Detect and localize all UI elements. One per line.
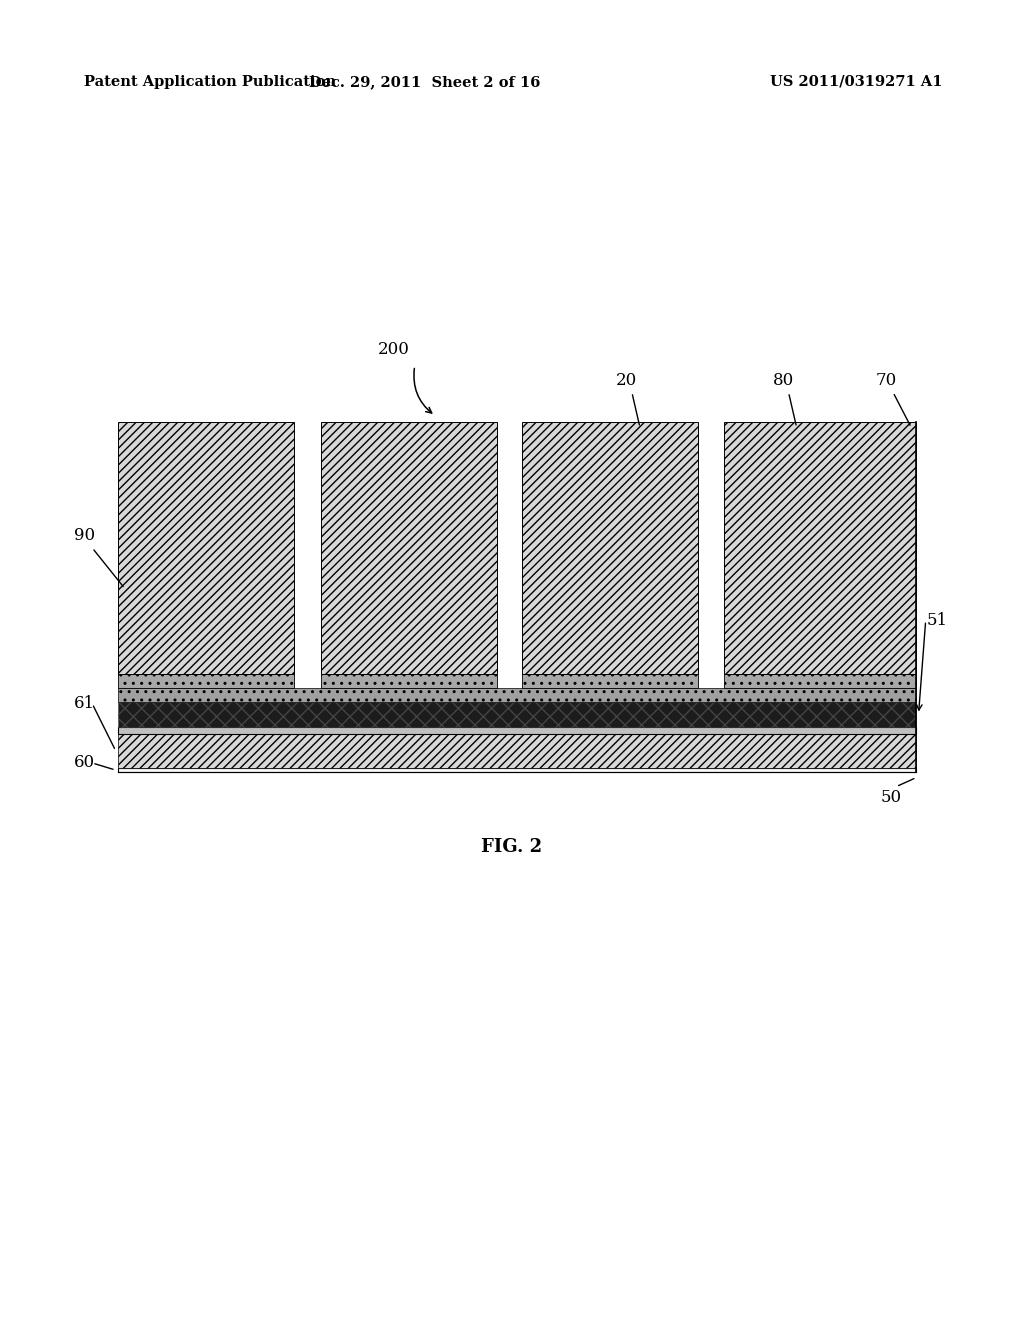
Bar [118,768,916,772]
Bar [724,675,916,688]
Text: 50: 50 [881,789,901,805]
Bar [321,422,497,675]
Bar [522,675,698,688]
Text: 20: 20 [616,372,637,388]
Text: 51: 51 [927,612,948,628]
Bar [118,734,916,768]
Text: Patent Application Publication: Patent Application Publication [84,75,336,88]
Bar [724,422,916,675]
Bar [118,675,294,688]
Bar [118,727,916,734]
Bar [118,422,294,675]
Text: 200: 200 [378,342,411,358]
Text: Dec. 29, 2011  Sheet 2 of 16: Dec. 29, 2011 Sheet 2 of 16 [309,75,541,88]
Text: FIG. 2: FIG. 2 [481,838,543,857]
Text: 70: 70 [876,372,896,388]
Text: 60: 60 [74,755,95,771]
Bar [118,688,916,702]
Text: 90: 90 [74,528,95,544]
Bar [118,702,916,727]
Text: US 2011/0319271 A1: US 2011/0319271 A1 [770,75,942,88]
Text: 80: 80 [773,372,794,388]
Bar [522,422,698,675]
Bar [321,675,497,688]
Text: 61: 61 [74,696,95,711]
